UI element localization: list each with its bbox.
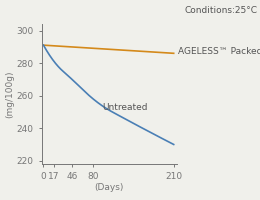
X-axis label: (Days): (Days) — [95, 183, 124, 192]
Text: AGELESS™ Packed: AGELESS™ Packed — [178, 47, 260, 56]
Text: Conditions:25°C: Conditions:25°C — [184, 6, 257, 15]
Text: Untreated: Untreated — [102, 103, 148, 112]
Y-axis label: (mg/100g): (mg/100g) — [6, 70, 15, 118]
